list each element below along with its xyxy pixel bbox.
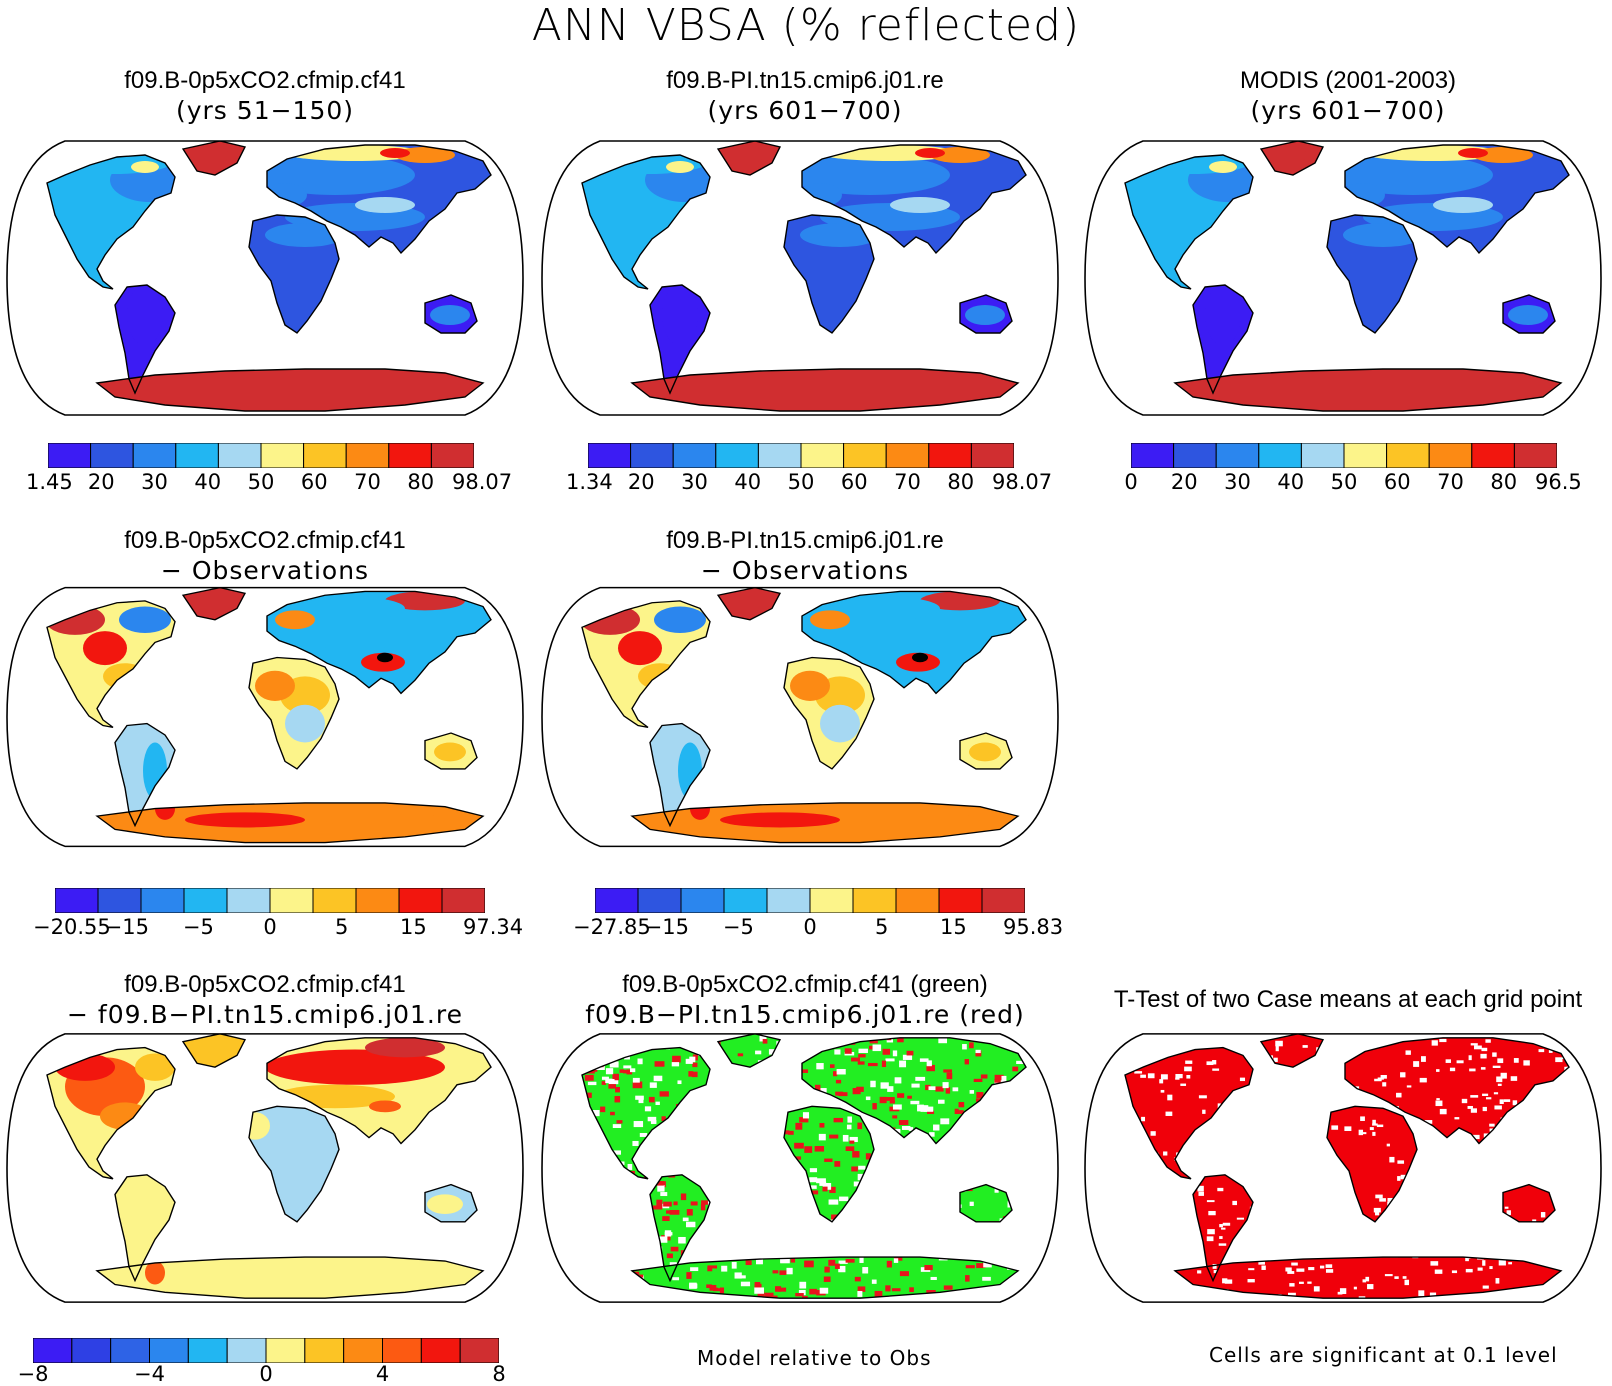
map-panel-8 bbox=[1083, 1028, 1603, 1308]
panel-title-line1: f09.B-PI.tn15.cmip6.j01.re bbox=[545, 526, 1065, 556]
colorbar-tick-label: −4 bbox=[128, 1362, 172, 1386]
colorbar-tick-label: 60 bbox=[1375, 470, 1419, 494]
colorbar-tick-label: 98.07 bbox=[452, 470, 496, 494]
colorbar-tick-label: 50 bbox=[239, 470, 283, 494]
colorbar-tick-label: −15 bbox=[105, 915, 149, 939]
map-panel-7 bbox=[540, 1028, 1060, 1308]
panel-title-line1: f09.B-0p5xCO2.cfmip.cf41 bbox=[10, 970, 520, 1000]
colorbar-tick-label: 30 bbox=[673, 470, 717, 494]
colorbar-tick-label: 20 bbox=[1162, 470, 1206, 494]
colorbar-tick-label: 98.07 bbox=[992, 470, 1036, 494]
panel-title-p3: MODIS (2001-2003) (yrs 601−700) bbox=[1088, 66, 1608, 126]
panel-title-line1: f09.B-0p5xCO2.cfmip.cf41 bbox=[10, 526, 520, 556]
panel-title-p1: f09.B-0p5xCO2.cfmip.cf41 (yrs 51−150) bbox=[10, 66, 520, 126]
colorbar-panel-3 bbox=[1131, 443, 1557, 468]
colorbar-tick-label: 70 bbox=[1429, 470, 1473, 494]
note-model-relative: Model relative to Obs bbox=[697, 1346, 932, 1370]
colorbar-tick-label: 70 bbox=[886, 470, 930, 494]
colorbar-tick-label: 15 bbox=[391, 915, 435, 939]
colorbar-panel-5 bbox=[595, 888, 1025, 913]
colorbar-tick-label: 30 bbox=[133, 470, 177, 494]
colorbar-tick-label: −5 bbox=[176, 915, 220, 939]
colorbar-panel-2 bbox=[588, 443, 1014, 468]
panel-title-line2: (yrs 601−700) bbox=[1088, 96, 1608, 126]
colorbar-tick-label: 60 bbox=[832, 470, 876, 494]
colorbar-tick-label: −27.85 bbox=[573, 915, 617, 939]
panel-title-line2: − f09.B−PI.tn15.cmip6.j01.re bbox=[10, 1000, 520, 1030]
colorbar-tick-label: 40 bbox=[186, 470, 230, 494]
colorbar-tick-label: 50 bbox=[779, 470, 823, 494]
panel-title-p8: T-Test of two Case means at each grid po… bbox=[1088, 985, 1608, 1015]
colorbar-panel-4 bbox=[55, 888, 485, 913]
panel-title-line1: f09.B-PI.tn15.cmip6.j01.re bbox=[545, 66, 1065, 96]
colorbar-tick-label: 0 bbox=[788, 915, 832, 939]
colorbar-tick-label: 80 bbox=[1482, 470, 1526, 494]
panel-title-p5: f09.B-PI.tn15.cmip6.j01.re − Observation… bbox=[545, 526, 1065, 586]
map-panel-3 bbox=[1083, 135, 1603, 421]
colorbar-tick-label: 20 bbox=[619, 470, 663, 494]
figure-title: ANN VBSA (% reflected) bbox=[0, 0, 1612, 51]
map-panel-2 bbox=[540, 135, 1060, 421]
panel-title-p2: f09.B-PI.tn15.cmip6.j01.re (yrs 601−700) bbox=[545, 66, 1065, 126]
colorbar-tick-label: 95.83 bbox=[1003, 915, 1047, 939]
panel-title-line1: T-Test of two Case means at each grid po… bbox=[1088, 985, 1608, 1015]
colorbar-tick-label: −15 bbox=[645, 915, 689, 939]
colorbar-tick-label: 1.45 bbox=[26, 470, 70, 494]
colorbar-tick-label: 97.34 bbox=[463, 915, 507, 939]
colorbar-tick-label: 5 bbox=[320, 915, 364, 939]
panel-title-line2: f09.B−PI.tn15.cmip6.j01.re (red) bbox=[545, 1000, 1065, 1030]
colorbar-tick-label: 8 bbox=[477, 1362, 521, 1386]
panel-title-line1: f09.B-0p5xCO2.cfmip.cf41 (green) bbox=[545, 970, 1065, 1000]
colorbar-tick-label: 0 bbox=[248, 915, 292, 939]
panel-title-p4: f09.B-0p5xCO2.cfmip.cf41 − Observations bbox=[10, 526, 520, 586]
map-panel-1 bbox=[5, 135, 525, 421]
colorbar-tick-label: 0 bbox=[1109, 470, 1153, 494]
colorbar-tick-label: 0 bbox=[244, 1362, 288, 1386]
colorbar-tick-label: 96.5 bbox=[1535, 470, 1579, 494]
colorbar-tick-label: 40 bbox=[1269, 470, 1313, 494]
map-panel-6 bbox=[5, 1028, 525, 1308]
panel-title-line2: (yrs 601−700) bbox=[545, 96, 1065, 126]
colorbar-tick-label: 15 bbox=[931, 915, 975, 939]
colorbar-tick-label: 50 bbox=[1322, 470, 1366, 494]
map-panel-5 bbox=[540, 582, 1060, 852]
panel-title-p6: f09.B-0p5xCO2.cfmip.cf41 − f09.B−PI.tn15… bbox=[10, 970, 520, 1030]
colorbar-tick-label: 60 bbox=[292, 470, 336, 494]
colorbar-tick-label: 40 bbox=[726, 470, 770, 494]
panel-title-line1: MODIS (2001-2003) bbox=[1088, 66, 1608, 96]
panel-title-p7: f09.B-0p5xCO2.cfmip.cf41 (green) f09.B−P… bbox=[545, 970, 1065, 1030]
colorbar-tick-label: −5 bbox=[716, 915, 760, 939]
colorbar-tick-label: 4 bbox=[361, 1362, 405, 1386]
colorbar-tick-label: 20 bbox=[79, 470, 123, 494]
panel-title-line2: (yrs 51−150) bbox=[10, 96, 520, 126]
colorbar-tick-label: 30 bbox=[1216, 470, 1260, 494]
colorbar-tick-label: 70 bbox=[346, 470, 390, 494]
note-cells-significant: Cells are significant at 0.1 level bbox=[1209, 1343, 1558, 1367]
colorbar-tick-label: −20.55 bbox=[33, 915, 77, 939]
colorbar-panel-1 bbox=[48, 443, 474, 468]
colorbar-tick-label: 80 bbox=[399, 470, 443, 494]
colorbar-tick-label: 1.34 bbox=[566, 470, 610, 494]
colorbar-tick-label: 80 bbox=[939, 470, 983, 494]
map-panel-4 bbox=[5, 582, 525, 852]
panel-title-line1: f09.B-0p5xCO2.cfmip.cf41 bbox=[10, 66, 520, 96]
colorbar-tick-label: −8 bbox=[11, 1362, 55, 1386]
colorbar-panel-6 bbox=[33, 1338, 499, 1363]
colorbar-tick-label: 5 bbox=[860, 915, 904, 939]
